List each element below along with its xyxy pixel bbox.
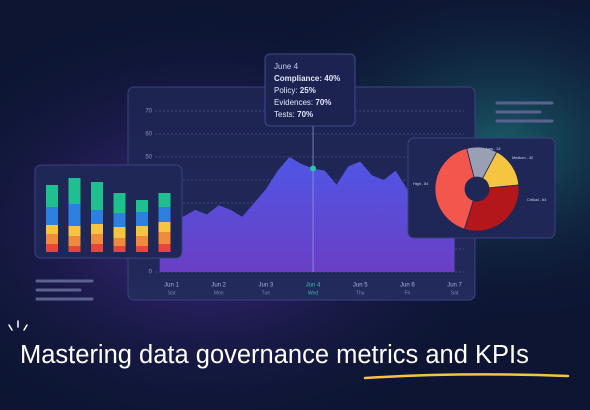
bar-segment [113, 246, 126, 252]
highlight-dot [310, 165, 317, 172]
x-tick-label: Jun 6 [400, 283, 415, 289]
bar-segment [158, 207, 171, 222]
bar-segment [113, 238, 126, 246]
bar-segment [158, 244, 171, 252]
tooltip-label: Evidences: [274, 98, 313, 107]
tooltip-value: 25% [300, 86, 316, 95]
x-tick-day: Sat [451, 290, 459, 296]
y-tick-label: 0 [149, 270, 153, 276]
bar-segment [46, 225, 58, 234]
x-tick-label: Jun 7 [447, 283, 462, 289]
x-tick-label: Jun 3 [259, 283, 274, 289]
y-tick-label: 60 [145, 132, 152, 138]
tooltip-label: Tests: [274, 110, 295, 119]
side-lines [35, 101, 554, 301]
bar-segment [158, 232, 171, 244]
bar-segment [68, 236, 81, 246]
bar-segment [91, 244, 103, 252]
tooltip-line: Evidences: 70% [274, 98, 331, 107]
bar-segment [46, 185, 58, 207]
spark-icon [8, 320, 28, 331]
x-tick-day: Tue [262, 290, 271, 296]
bar-segment [158, 222, 171, 232]
bar-segment [113, 227, 126, 238]
bar-segment [136, 200, 148, 212]
x-tick-day: Sat [168, 290, 176, 296]
bar-segment [91, 210, 103, 224]
bar-segment [136, 236, 148, 246]
x-tick-day: Mon [214, 290, 224, 296]
tooltip-value: 70% [297, 110, 313, 119]
bar-segment [68, 226, 81, 236]
tooltip-line: Compliance: 40% [274, 74, 340, 83]
pie-label: High - 84 [413, 182, 428, 186]
bar-segment [91, 224, 103, 234]
x-tick-label: Jun 1 [164, 283, 179, 289]
pie-hole [465, 177, 489, 201]
bar-segment [136, 212, 148, 226]
x-tick-day: Thu [356, 290, 365, 296]
headline: Mastering data governance metrics and KP… [20, 341, 529, 369]
bar-segment [136, 246, 148, 252]
y-tick-label: 50 [145, 155, 152, 161]
area [159, 157, 455, 272]
bar-segment [46, 207, 58, 225]
tooltip-title: June 4 [274, 62, 299, 71]
bar-segment [46, 244, 58, 252]
headline-highlight: metrics and KPIs [336, 341, 529, 369]
tooltip-value: 40% [324, 74, 340, 83]
headline-lead: Mastering data governance [20, 341, 336, 369]
tooltip-label: Compliance: [274, 74, 322, 83]
bar-segment [68, 178, 81, 204]
pie-label: Critical - 64 [527, 198, 546, 202]
x-tick-label: Jun 2 [211, 283, 226, 289]
x-tick-day: Wed [308, 290, 318, 296]
bar-segment [91, 234, 103, 244]
tooltip: June 4 Compliance: 40% Policy: 25% Evidence… [264, 53, 356, 127]
bar-segment [113, 213, 126, 227]
tooltip-label: Policy: [274, 86, 298, 95]
underline [363, 373, 570, 380]
tooltip-line: Policy: 25% [274, 86, 316, 95]
bar-segment [136, 226, 148, 236]
pie-label: Low - 24 [486, 147, 501, 151]
bar-chart [46, 178, 171, 252]
bar-segment [91, 182, 103, 210]
bar-segment [113, 193, 126, 213]
pie-chart: Low - 24 Medium - 32 Critical - 64 High - 8… [413, 146, 546, 232]
bar-segment [46, 234, 58, 244]
tooltip-value: 70% [315, 98, 331, 107]
x-tick-label: Jun 4 [306, 283, 321, 289]
tooltip-line: Tests: 70% [274, 110, 313, 119]
y-tick-label: 70 [145, 109, 152, 115]
bar-segment [158, 193, 171, 207]
x-tick-label: Jun 5 [353, 283, 368, 289]
bar-segment [68, 204, 81, 226]
pie-label: Medium - 32 [512, 156, 533, 160]
x-tick-day: Fri [404, 290, 410, 296]
tooltip-box [264, 53, 356, 127]
bar-segment [68, 246, 81, 252]
